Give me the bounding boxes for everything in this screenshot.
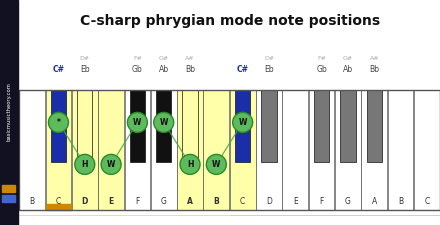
Text: Bb: Bb xyxy=(185,65,195,74)
Text: H: H xyxy=(81,160,88,169)
Bar xyxy=(361,90,387,210)
Bar xyxy=(256,90,282,210)
Bar xyxy=(235,90,250,162)
Text: B: B xyxy=(213,198,219,207)
Text: D: D xyxy=(81,198,88,207)
Bar xyxy=(46,204,71,210)
Text: G: G xyxy=(161,198,167,207)
Text: A#: A# xyxy=(185,56,195,61)
Bar xyxy=(77,90,92,162)
Circle shape xyxy=(101,154,121,174)
Bar xyxy=(19,90,440,210)
Circle shape xyxy=(48,112,69,132)
Bar xyxy=(156,90,171,162)
Text: basicmusictheory.com: basicmusictheory.com xyxy=(7,83,11,142)
Text: E: E xyxy=(293,198,297,207)
Text: F: F xyxy=(135,198,139,207)
Bar xyxy=(261,90,277,162)
Text: B: B xyxy=(398,198,403,207)
Circle shape xyxy=(128,112,147,132)
Bar xyxy=(335,90,361,210)
Text: W: W xyxy=(212,160,220,169)
Text: Eb: Eb xyxy=(264,65,274,74)
Text: C: C xyxy=(424,198,429,207)
Text: A: A xyxy=(187,198,193,207)
Text: C: C xyxy=(240,198,245,207)
Bar xyxy=(367,90,382,162)
Text: W: W xyxy=(107,160,115,169)
Bar xyxy=(130,90,145,162)
Text: *: * xyxy=(56,118,60,127)
Text: D: D xyxy=(266,198,272,207)
Text: Gb: Gb xyxy=(132,65,143,74)
Text: A#: A# xyxy=(370,56,379,61)
Bar xyxy=(46,90,71,210)
Text: Gb: Gb xyxy=(316,65,327,74)
Bar xyxy=(125,90,150,210)
Bar xyxy=(0,0,18,225)
Text: F#: F# xyxy=(317,56,326,61)
Text: C: C xyxy=(56,198,61,207)
Text: E: E xyxy=(109,198,114,207)
Bar xyxy=(72,90,98,210)
Text: Ab: Ab xyxy=(159,65,169,74)
Circle shape xyxy=(154,112,174,132)
Text: W: W xyxy=(133,118,142,127)
Text: C-sharp phrygian mode note positions: C-sharp phrygian mode note positions xyxy=(80,14,380,28)
Bar xyxy=(151,90,176,210)
Text: C#: C# xyxy=(52,65,65,74)
Bar xyxy=(388,90,414,210)
Text: F#: F# xyxy=(133,56,142,61)
Text: Eb: Eb xyxy=(80,65,90,74)
Bar xyxy=(2,185,15,192)
Text: Ab: Ab xyxy=(343,65,353,74)
Text: B: B xyxy=(29,198,35,207)
Text: W: W xyxy=(238,118,247,127)
Circle shape xyxy=(75,154,95,174)
Bar xyxy=(98,90,124,210)
Bar xyxy=(314,90,329,162)
Text: G#: G# xyxy=(343,56,353,61)
Text: Bb: Bb xyxy=(369,65,379,74)
Circle shape xyxy=(180,154,200,174)
Text: H: H xyxy=(187,160,193,169)
Text: D#: D# xyxy=(80,56,90,61)
Text: A: A xyxy=(372,198,377,207)
Bar xyxy=(19,90,45,210)
Bar xyxy=(177,90,203,210)
Bar xyxy=(51,90,66,162)
Text: G: G xyxy=(345,198,351,207)
Bar xyxy=(414,90,440,210)
Bar xyxy=(183,90,198,162)
Text: W: W xyxy=(160,118,168,127)
Circle shape xyxy=(206,154,226,174)
Text: G#: G# xyxy=(159,56,169,61)
Text: F: F xyxy=(319,198,324,207)
Bar xyxy=(203,90,229,210)
Bar xyxy=(309,90,334,210)
Bar xyxy=(340,90,356,162)
Bar xyxy=(282,90,308,210)
Bar xyxy=(230,90,256,210)
Bar xyxy=(2,195,15,202)
Text: C#: C# xyxy=(237,65,249,74)
Circle shape xyxy=(233,112,253,132)
Text: D#: D# xyxy=(264,56,274,61)
